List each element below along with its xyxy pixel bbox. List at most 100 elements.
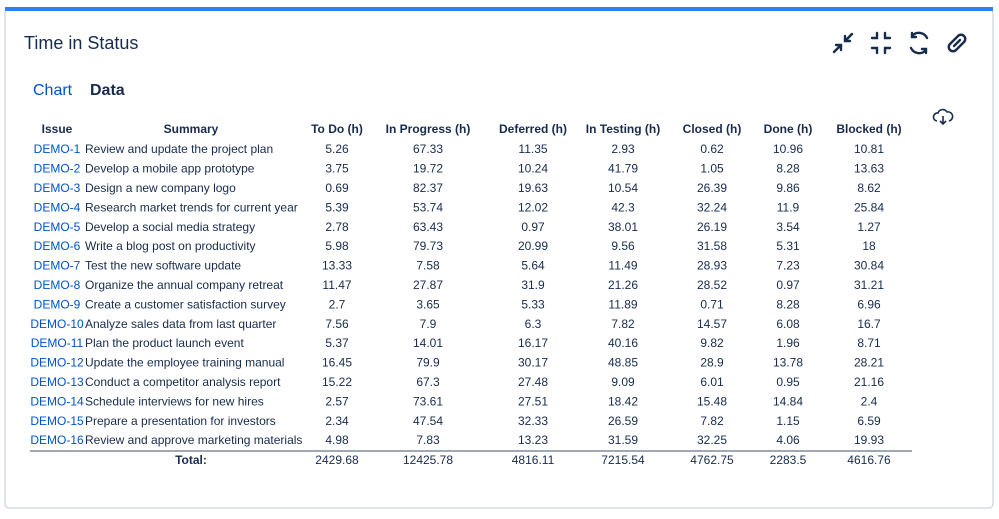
hours-cell: 13.63 — [854, 162, 884, 176]
hours-cell: 1.15 — [776, 414, 800, 428]
hours-cell: 38.01 — [608, 220, 638, 234]
data-tab[interactable]: Data — [90, 82, 125, 99]
hours-cell: 26.39 — [697, 181, 727, 195]
hours-cell: 11.9 — [777, 200, 800, 214]
hours-cell: 27.87 — [413, 278, 443, 292]
hours-cell: 5.31 — [776, 239, 800, 253]
summary-cell: Develop a social media strategy — [85, 220, 255, 234]
hours-cell: 11.35 — [518, 142, 547, 156]
summary-cell: Analyze sales data from last quarter — [85, 317, 276, 331]
minimize-icon[interactable] — [832, 32, 854, 54]
hours-cell: 67.3 — [416, 375, 440, 389]
hours-cell: 6.96 — [857, 297, 881, 311]
issue-link[interactable]: DEMO-3 — [34, 181, 81, 195]
issue-link[interactable]: DEMO-13 — [30, 375, 84, 389]
hours-cell: 6.3 — [525, 317, 542, 331]
hours-cell: 8.28 — [776, 162, 800, 176]
chart-tab[interactable]: Chart — [33, 82, 73, 99]
total-cell: 2429.68 — [315, 453, 359, 467]
hours-cell: 19.93 — [854, 433, 884, 447]
hours-cell: 30.84 — [854, 259, 884, 273]
hours-cell: 3.75 — [325, 162, 349, 176]
hours-cell: 1.27 — [857, 220, 881, 234]
hours-cell: 2.34 — [325, 414, 349, 428]
hours-cell: 67.33 — [413, 142, 443, 156]
hours-cell: 82.37 — [413, 181, 443, 195]
total-cell: 4762.75 — [690, 453, 734, 467]
summary-cell: Research market trends for current year — [85, 200, 298, 214]
total-cell: 4816.11 — [512, 453, 555, 467]
hours-cell: 11.47 — [322, 278, 351, 292]
hours-cell: 28.93 — [697, 259, 727, 273]
issue-link[interactable]: DEMO-7 — [34, 259, 81, 273]
hours-cell: 47.54 — [413, 414, 443, 428]
total-label: Total: — [175, 453, 207, 467]
issue-link[interactable]: DEMO-4 — [34, 200, 81, 214]
hours-cell: 27.48 — [518, 375, 548, 389]
issue-link[interactable]: DEMO-14 — [30, 394, 84, 408]
hours-cell: 9.86 — [776, 181, 800, 195]
hours-cell: 9.09 — [611, 375, 635, 389]
hours-cell: 5.33 — [521, 297, 545, 311]
hours-cell: 14.01 — [413, 336, 443, 350]
download-icon[interactable] — [932, 108, 954, 126]
hours-cell: 4.06 — [776, 433, 800, 447]
hours-cell: 16.7 — [857, 317, 881, 331]
hours-cell: 0.97 — [776, 278, 800, 292]
hours-cell: 0.95 — [776, 375, 800, 389]
hours-cell: 21.16 — [854, 375, 884, 389]
hours-cell: 27.51 — [518, 394, 548, 408]
summary-cell: Organize the annual company retreat — [85, 278, 284, 292]
hours-cell: 28.9 — [700, 356, 724, 370]
hours-cell: 31.59 — [608, 433, 638, 447]
issue-link[interactable]: DEMO-9 — [34, 297, 81, 311]
column-header: In Testing (h) — [586, 122, 660, 136]
hours-cell: 6.08 — [776, 317, 800, 331]
issue-link[interactable]: DEMO-11 — [31, 336, 84, 350]
summary-cell: Schedule interviews for new hires — [85, 394, 264, 408]
issue-link[interactable]: DEMO-10 — [30, 317, 84, 331]
hours-cell: 20.99 — [518, 239, 548, 253]
hours-cell: 13.78 — [773, 356, 803, 370]
hours-cell: 8.71 — [857, 336, 881, 350]
issue-link[interactable]: DEMO-15 — [30, 414, 84, 428]
hours-cell: 8.62 — [857, 181, 881, 195]
issue-link[interactable]: DEMO-2 — [34, 162, 81, 176]
refresh-icon[interactable] — [909, 31, 929, 55]
hours-cell: 0.97 — [521, 220, 545, 234]
link-icon[interactable] — [947, 33, 967, 53]
summary-cell: Test the new software update — [85, 259, 241, 273]
hours-cell: 79.73 — [413, 239, 443, 253]
card-top-bar — [5, 7, 993, 11]
hours-cell: 14.57 — [697, 317, 727, 331]
summary-cell: Conduct a competitor analysis report — [85, 375, 281, 389]
hours-cell: 7.82 — [611, 317, 635, 331]
issue-link[interactable]: DEMO-6 — [34, 239, 81, 253]
hours-cell: 7.23 — [776, 259, 800, 273]
hours-cell: 31.21 — [854, 278, 884, 292]
hours-cell: 79.9 — [416, 356, 440, 370]
hours-cell: 19.72 — [413, 162, 443, 176]
hours-cell: 30.17 — [518, 356, 548, 370]
hours-cell: 7.82 — [700, 414, 724, 428]
hours-cell: 6.01 — [700, 375, 724, 389]
collapse-icon[interactable] — [870, 31, 892, 55]
hours-cell: 9.82 — [700, 336, 724, 350]
issue-link[interactable]: DEMO-1 — [34, 142, 81, 156]
hours-cell: 3.54 — [776, 220, 800, 234]
issue-link[interactable]: DEMO-8 — [34, 278, 81, 292]
hours-cell: 2.4 — [861, 394, 878, 408]
hours-cell: 63.43 — [413, 220, 443, 234]
column-header: In Progress (h) — [386, 122, 471, 136]
hours-cell: 0.71 — [700, 297, 724, 311]
column-header: Done (h) — [764, 122, 813, 136]
issue-link[interactable]: DEMO-16 — [30, 433, 84, 447]
toolbar — [832, 31, 967, 55]
summary-cell: Review and approve marketing materials — [85, 433, 302, 447]
issue-link[interactable]: DEMO-12 — [30, 356, 84, 370]
issue-link[interactable]: DEMO-5 — [34, 220, 81, 234]
column-header: Closed (h) — [683, 122, 742, 136]
hours-cell: 28.21 — [854, 356, 884, 370]
column-header: To Do (h) — [311, 122, 363, 136]
